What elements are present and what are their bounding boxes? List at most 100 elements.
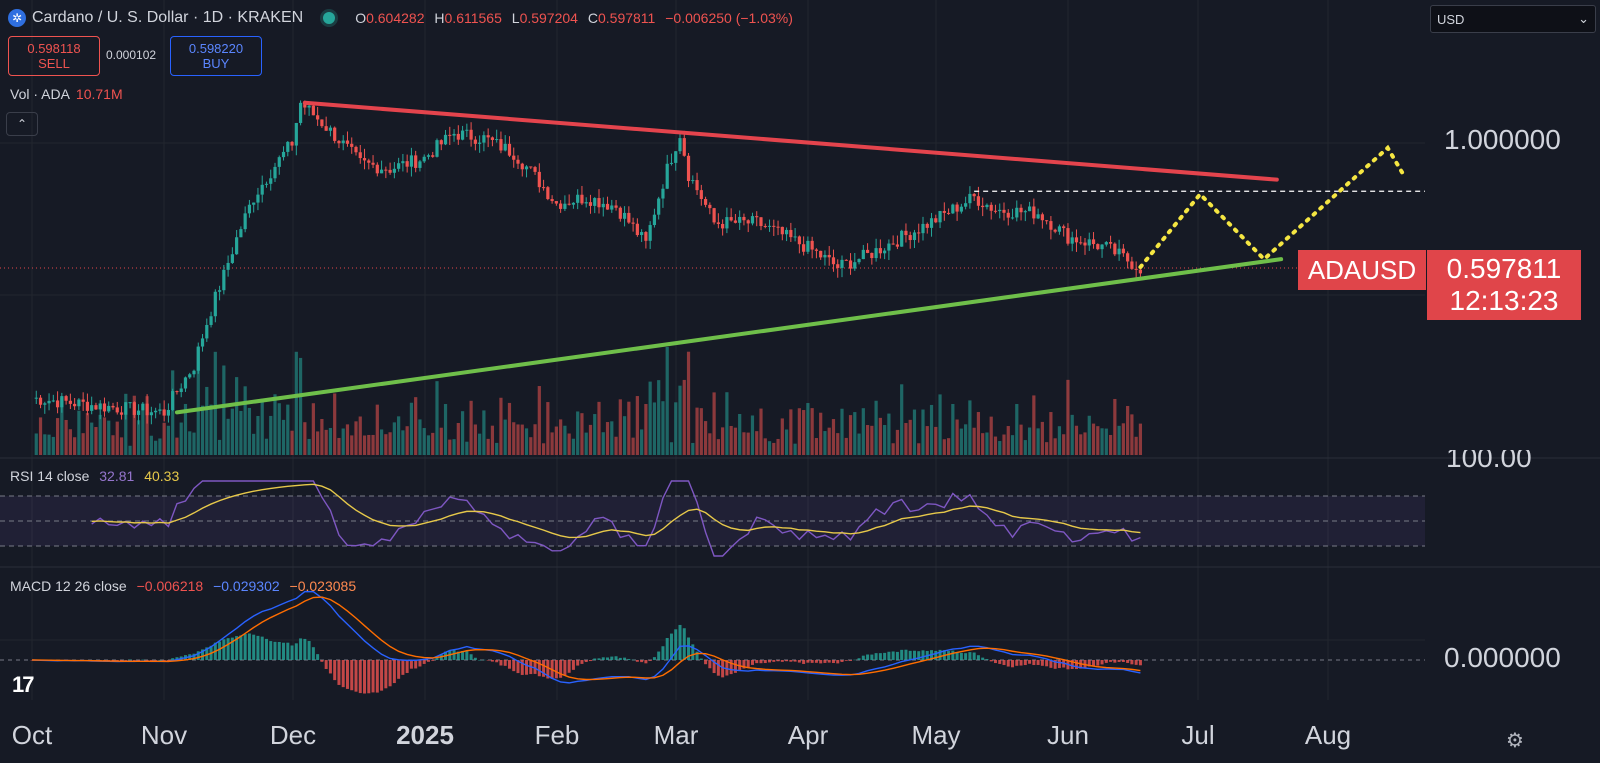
volume-bar xyxy=(831,419,836,455)
macd-histogram-bar xyxy=(324,660,328,669)
candle-body xyxy=(499,139,503,151)
macd-histogram-bar xyxy=(495,660,499,663)
collapse-legend-button[interactable]: ⌃ xyxy=(6,112,38,136)
volume-bar xyxy=(524,428,529,455)
macd-histogram-bar xyxy=(158,659,162,661)
volume-bar xyxy=(674,402,678,455)
volume-bar xyxy=(124,393,128,455)
macd-histogram-bar xyxy=(665,638,669,660)
volume-bar xyxy=(350,435,354,455)
volume-bar xyxy=(252,433,256,455)
volume-bar xyxy=(725,392,729,455)
volume-bar xyxy=(286,404,290,455)
volume-bar xyxy=(354,421,358,455)
macd-signal-value: −0.023085 xyxy=(289,578,357,594)
volume-bar xyxy=(158,438,162,455)
volume-bar xyxy=(1070,414,1074,455)
symbol-header[interactable]: ✲ Cardano / U. S. Dollar · 1D · KRAKEN O… xyxy=(8,6,799,30)
macd-histogram-bar xyxy=(128,659,132,661)
macd-histogram-bar xyxy=(712,660,716,674)
macd-histogram-bar xyxy=(465,651,469,660)
candle-body xyxy=(34,397,38,399)
last-price-tag: 0.597811 12:13:23 xyxy=(1427,250,1581,320)
candle-body xyxy=(422,156,426,162)
macd-histogram-bar xyxy=(559,660,563,678)
volume-bar xyxy=(1006,426,1010,455)
volume-bar xyxy=(111,435,115,455)
candle-body xyxy=(401,161,405,164)
macd-histogram-bar xyxy=(554,660,558,679)
candle-body xyxy=(111,405,115,408)
candle-body xyxy=(384,169,388,171)
macd-histogram-bar xyxy=(350,660,354,691)
macd-histogram-bar xyxy=(959,652,963,660)
candle-body xyxy=(708,204,712,209)
candle-body xyxy=(1087,239,1091,246)
volume-bar xyxy=(217,439,222,455)
candle-body xyxy=(1019,207,1023,213)
candle-body xyxy=(917,232,921,234)
volume-legend[interactable]: Vol · ADA 10.71M xyxy=(10,86,123,102)
volume-bar xyxy=(836,433,840,455)
macd-histogram-bar xyxy=(699,658,703,660)
candle-body xyxy=(806,240,810,252)
volume-bar xyxy=(448,439,452,455)
candle-body xyxy=(209,316,213,325)
volume-bar xyxy=(1002,434,1006,455)
volume-bar xyxy=(439,427,443,455)
tradingview-logo[interactable]: 17 xyxy=(12,672,35,697)
volume-bar xyxy=(64,419,68,455)
macd-histogram-bar xyxy=(687,637,691,660)
volume-bar xyxy=(755,431,759,455)
candle-body xyxy=(563,203,567,209)
candle-body xyxy=(819,250,823,258)
macd-histogram-bar xyxy=(802,660,806,664)
macd-legend[interactable]: MACD 12 26 close −0.006218 −0.029302 −0.… xyxy=(10,578,356,594)
volume-bar xyxy=(68,429,72,455)
macd-histogram-bar xyxy=(269,641,273,660)
rsi-legend[interactable]: RSI 14 close 32.81 40.33 xyxy=(10,468,179,484)
buy-button[interactable]: 0.598220 BUY xyxy=(170,36,262,76)
candle-body xyxy=(767,225,772,227)
candle-body xyxy=(337,140,341,144)
macd-histogram-bar xyxy=(333,660,337,681)
ohlc-values: O0.604282 H0.611565 L0.597204 C0.597811 … xyxy=(355,10,793,26)
settings-icon[interactable]: ⚙ xyxy=(1506,730,1524,752)
volume-bar xyxy=(857,433,861,455)
candle-body xyxy=(175,391,179,393)
macd-histogram-bar xyxy=(921,650,925,660)
macd-histogram-bar xyxy=(418,660,422,667)
volume-bar xyxy=(993,436,998,455)
macd-histogram-bar xyxy=(849,660,853,661)
macd-histogram-bar xyxy=(358,660,362,694)
volume-bar xyxy=(784,429,789,455)
macd-histogram-bar xyxy=(512,660,516,672)
macd-histogram-bar xyxy=(456,651,460,660)
symbol-price-tag: ADAUSD xyxy=(1298,250,1426,290)
macd-histogram-bar xyxy=(384,660,388,689)
macd-histogram-bar xyxy=(1117,660,1121,662)
candle-body xyxy=(554,201,558,204)
volume-bar xyxy=(307,438,311,455)
candle-body xyxy=(648,225,652,241)
sell-button[interactable]: 0.598118 SELL xyxy=(8,36,100,76)
candle-body xyxy=(55,400,60,408)
volume-bar xyxy=(452,439,456,455)
candle-body xyxy=(281,151,286,158)
candle-body xyxy=(392,168,396,173)
macd-histogram-bar xyxy=(661,646,665,660)
candle-body xyxy=(946,212,951,214)
volume-bar xyxy=(946,438,951,455)
macd-histogram-bar xyxy=(461,651,465,660)
candle-body xyxy=(921,223,925,234)
volume-bar xyxy=(665,347,669,455)
volume-bar xyxy=(512,422,516,455)
volume-bar xyxy=(239,410,243,455)
volume-bar xyxy=(563,425,567,455)
currency-select[interactable]: USD ⌄ xyxy=(1430,5,1596,33)
volume-bar xyxy=(149,435,153,455)
volume-bar xyxy=(102,417,107,455)
volume-bar xyxy=(128,445,132,455)
macd-histogram-bar xyxy=(738,660,742,671)
